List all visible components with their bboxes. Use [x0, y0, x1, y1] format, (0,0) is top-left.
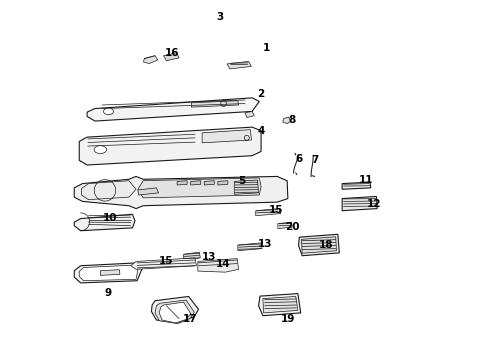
Polygon shape [263, 296, 298, 313]
Polygon shape [191, 181, 201, 185]
Polygon shape [342, 182, 371, 189]
Polygon shape [234, 180, 259, 194]
Polygon shape [79, 265, 138, 281]
Polygon shape [100, 270, 120, 275]
Polygon shape [151, 296, 198, 323]
Text: 8: 8 [289, 115, 296, 125]
Polygon shape [81, 181, 136, 200]
Polygon shape [74, 214, 135, 231]
Polygon shape [283, 117, 291, 123]
Text: 12: 12 [367, 199, 381, 209]
Polygon shape [238, 243, 262, 251]
Polygon shape [87, 98, 259, 121]
Polygon shape [159, 302, 191, 323]
Polygon shape [342, 197, 377, 211]
Text: 15: 15 [269, 205, 283, 215]
Polygon shape [227, 62, 251, 69]
Polygon shape [79, 127, 261, 165]
Text: 18: 18 [319, 240, 334, 250]
Text: 5: 5 [238, 176, 245, 186]
Text: 16: 16 [165, 48, 179, 58]
Text: 10: 10 [103, 212, 118, 222]
Text: 7: 7 [311, 155, 318, 165]
Polygon shape [204, 181, 214, 185]
Polygon shape [144, 56, 158, 64]
Polygon shape [131, 258, 196, 269]
Polygon shape [202, 130, 251, 143]
Text: 17: 17 [182, 314, 197, 324]
Polygon shape [301, 237, 337, 253]
Ellipse shape [94, 146, 107, 154]
Text: 19: 19 [281, 314, 295, 324]
Text: 13: 13 [257, 239, 272, 249]
Polygon shape [259, 294, 301, 316]
Polygon shape [138, 188, 159, 195]
Polygon shape [184, 252, 200, 260]
Polygon shape [138, 178, 261, 198]
Polygon shape [278, 222, 292, 229]
Text: 11: 11 [359, 175, 374, 185]
Polygon shape [74, 263, 142, 283]
Polygon shape [74, 176, 288, 208]
Polygon shape [164, 53, 179, 61]
Polygon shape [298, 234, 339, 256]
Text: 13: 13 [202, 252, 217, 262]
Text: 6: 6 [295, 154, 303, 163]
Text: 15: 15 [158, 256, 173, 266]
Polygon shape [245, 111, 254, 117]
Text: 1: 1 [263, 43, 270, 53]
Text: 14: 14 [216, 259, 231, 269]
Polygon shape [198, 258, 239, 272]
Polygon shape [177, 181, 187, 185]
Text: 4: 4 [257, 126, 265, 136]
Polygon shape [218, 181, 228, 185]
Text: 20: 20 [285, 222, 299, 232]
Ellipse shape [103, 108, 114, 114]
Text: 3: 3 [217, 13, 223, 22]
Text: 2: 2 [257, 89, 265, 99]
Polygon shape [192, 101, 239, 107]
Polygon shape [256, 208, 281, 216]
Text: 9: 9 [105, 288, 112, 297]
Polygon shape [155, 300, 194, 324]
